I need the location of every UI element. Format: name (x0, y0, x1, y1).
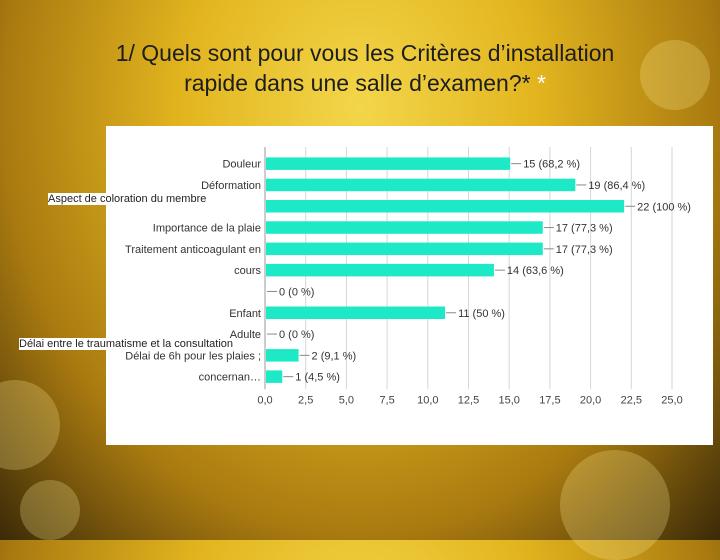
overlay-label-aspect: Aspect de coloration du membre (48, 193, 207, 205)
category-label: Enfant (229, 308, 261, 320)
category-label: Adulte (230, 329, 261, 341)
category-label: Douleur (222, 159, 261, 171)
overlay-label-delai: Délai entre le traumatisme et la consult… (19, 338, 233, 350)
data-label: 0 (0 %) (279, 286, 314, 298)
data-label: 17 (77,3 %) (556, 223, 613, 235)
x-tick-label: 25,0 (661, 394, 682, 406)
data-label: 11 (50 %) (458, 308, 505, 320)
bar (266, 306, 446, 319)
bar (266, 178, 576, 192)
category-label: Traitement anticoagulant en (125, 244, 261, 256)
slide-title-star: * (530, 70, 546, 96)
category-label: Déformation (201, 180, 261, 192)
bar (266, 242, 543, 256)
slide-title-text: rapide dans une salle d’examen?* (184, 70, 531, 96)
bar (266, 157, 511, 170)
category-label: Importance de la plaie (153, 223, 261, 235)
data-label: 14 (63,6 %) (507, 265, 564, 277)
data-label: 19 (86,4 %) (588, 180, 645, 192)
category-label: Délai de 6h pour les plaies ; (125, 350, 261, 362)
x-tick-label: 7,5 (379, 394, 394, 406)
decorative-flower (560, 450, 670, 560)
slide-title-line-1: 1/ Quels sont pour vous les Critères d’i… (115, 40, 615, 66)
bar-chart: 0,0 2,5 5,0 7,5 10,0 12,5 15,0 17,5 20,0 22,5 25,0… (125, 147, 691, 406)
bar (266, 200, 625, 213)
category-label: concernan… (199, 372, 261, 384)
bar (266, 263, 494, 277)
x-tick-label: 5,0 (339, 394, 354, 406)
data-label: 17 (77,3 %) (556, 244, 613, 256)
x-tick-label: 2,5 (298, 394, 313, 406)
chart-container: 0,0 2,5 5,0 7,5 10,0 12,5 15,0 17,5 20,0 22,5 25,0… (106, 126, 713, 445)
bar (266, 349, 299, 362)
data-label: 22 (100 %) (637, 201, 691, 213)
x-tick-label: 12,5 (458, 394, 479, 406)
x-tick-label: 20,0 (580, 394, 601, 406)
decorative-flower (640, 40, 710, 110)
data-label: 1 (4,5 %) (295, 372, 340, 384)
decorative-flower (0, 380, 60, 470)
x-tick-label: 10,0 (417, 394, 438, 406)
bar (266, 370, 283, 383)
data-label: 15 (68,2 %) (523, 159, 580, 171)
slide-title: 1/ Quels sont pour vous les Critères d’i… (20, 38, 710, 98)
bar (266, 221, 543, 234)
data-label: 2 (9,1 %) (312, 350, 357, 362)
x-tick-label: 22,5 (621, 394, 642, 406)
data-label: 0 (0 %) (279, 329, 314, 341)
category-label: cours (234, 265, 261, 277)
x-tick-label: 0,0 (257, 394, 272, 406)
slide-title-line-2: rapide dans une salle d’examen?* * (20, 68, 710, 98)
x-tick-label: 15,0 (498, 394, 519, 406)
x-tick-label: 17,5 (539, 394, 560, 406)
decorative-flower (20, 480, 80, 540)
